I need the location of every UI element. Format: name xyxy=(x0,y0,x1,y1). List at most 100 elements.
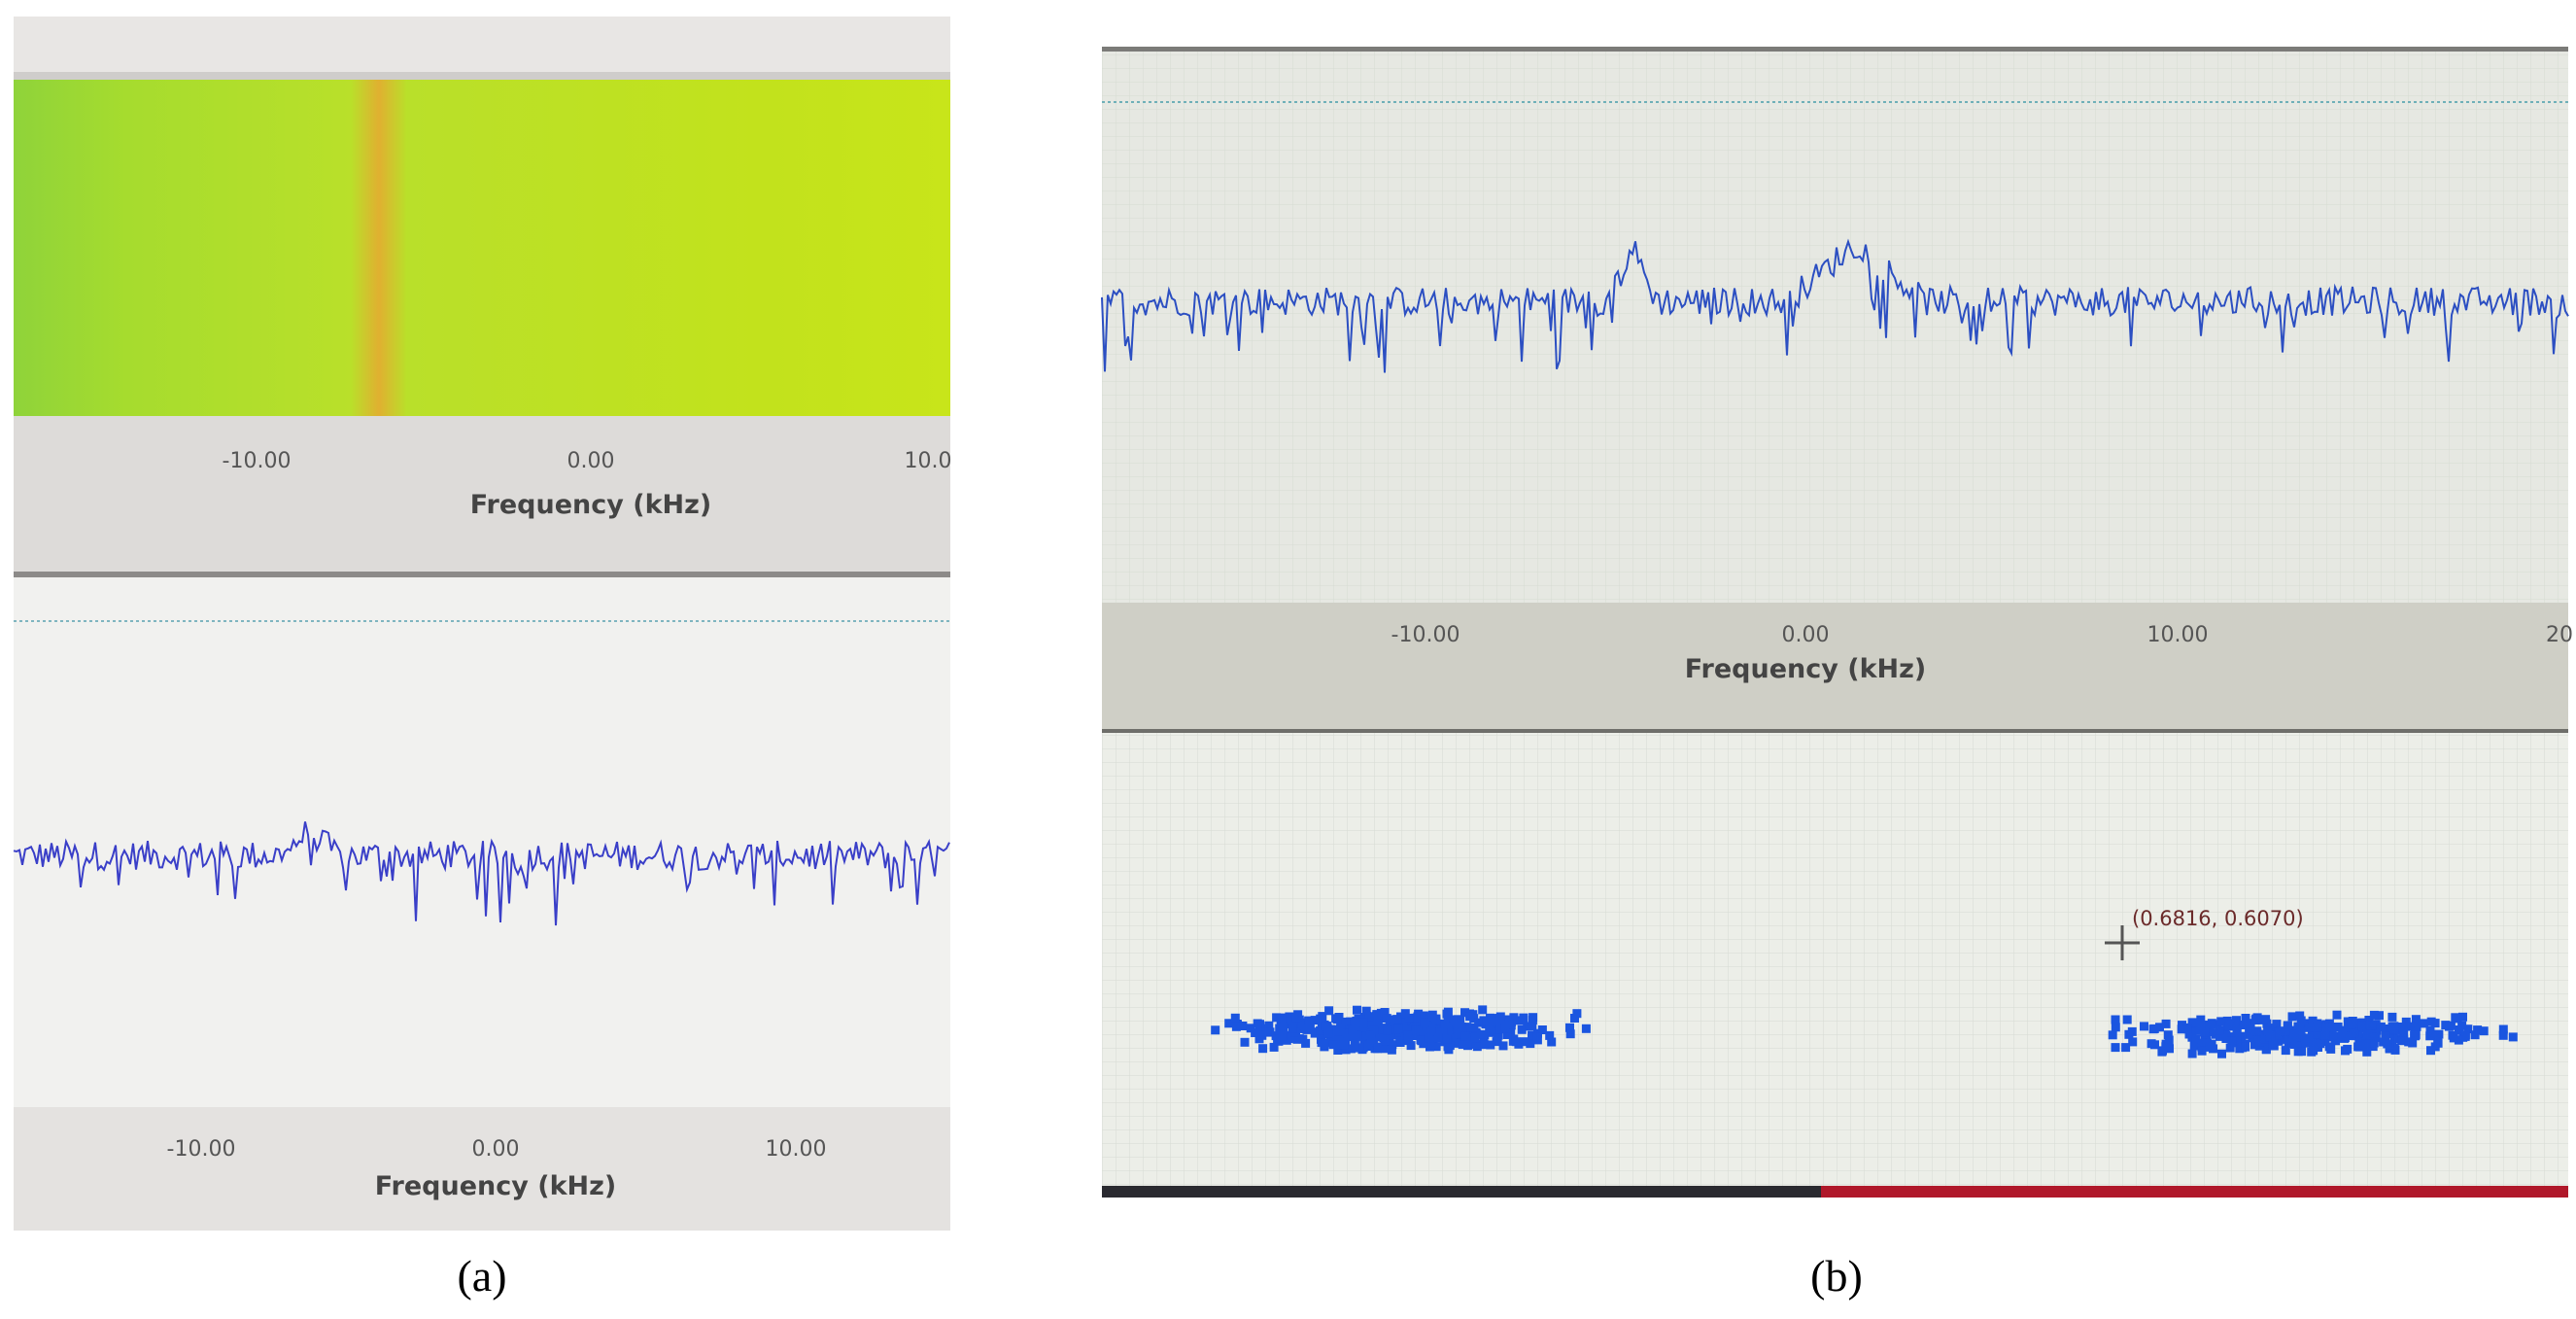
constellation-point xyxy=(2479,1026,2489,1036)
constellation-point xyxy=(2200,1032,2210,1041)
constellation-point xyxy=(1335,1034,1344,1044)
constellation-point xyxy=(2444,1022,2454,1031)
constellation-point xyxy=(2250,1040,2259,1050)
constellation-point xyxy=(1256,1024,1266,1034)
constellation-point xyxy=(1427,1010,1437,1020)
constellation-point xyxy=(1291,1013,1301,1023)
constellation-point xyxy=(1369,1025,1379,1035)
constellation-point xyxy=(1351,1043,1360,1053)
constellation-point xyxy=(2308,1034,2318,1043)
constellation-point xyxy=(1445,1041,1455,1051)
constellation-point xyxy=(1339,1040,1349,1050)
constellation-point xyxy=(1478,1005,1488,1015)
constellation-point xyxy=(2313,1023,2322,1032)
waterfall xyxy=(14,80,950,416)
constellation-point xyxy=(1273,1034,1283,1044)
tick-label: -10.00 xyxy=(167,1137,236,1162)
constellation-point xyxy=(1411,1013,1421,1023)
constellation-point xyxy=(2281,1046,2290,1056)
constellation-point xyxy=(2121,1043,2131,1053)
constellation-point xyxy=(2235,1044,2245,1054)
caption: (a) xyxy=(457,1251,506,1301)
constellation-point xyxy=(2191,1034,2201,1044)
constellation-point xyxy=(2425,1026,2435,1035)
constellation-point xyxy=(2150,1040,2159,1050)
constellation-point xyxy=(1310,1016,1320,1025)
constellation-point xyxy=(1383,1025,1392,1035)
constellation-point xyxy=(2196,1015,2206,1024)
constellation-point xyxy=(1443,1014,1453,1024)
constellation-point xyxy=(1272,1013,1282,1023)
constellation-point xyxy=(2215,1031,2224,1041)
constellation-point xyxy=(1388,1040,1397,1050)
constellation-point xyxy=(2187,1027,2197,1037)
constellation-point xyxy=(1537,1025,1547,1034)
constellation-point xyxy=(1333,1046,1343,1055)
constellation-point xyxy=(1514,1039,1524,1049)
constellation-point xyxy=(1500,1024,1510,1033)
constellation-point xyxy=(1301,1024,1311,1033)
constellation-point xyxy=(2124,1029,2134,1039)
constellation-point xyxy=(2217,1049,2226,1059)
constellation-point xyxy=(2207,1019,2216,1028)
constellation-point xyxy=(2201,1020,2211,1029)
axis-label: Frequency (kHz) xyxy=(375,1171,616,1201)
panel-a: -10.00 0.00 10.0 Frequency (kHz) -10.00 … xyxy=(13,17,951,1301)
constellation-point xyxy=(1448,1033,1458,1043)
constellation-point xyxy=(2350,1028,2359,1038)
constellation-point xyxy=(2343,1044,2353,1054)
constellation-point xyxy=(2216,1017,2226,1026)
constellation-point xyxy=(1460,1008,1469,1018)
constellation-point xyxy=(2388,1029,2397,1039)
constellation-point xyxy=(1279,1032,1288,1041)
constellation-point xyxy=(1316,1025,1325,1035)
constellation-point xyxy=(2498,1024,2508,1034)
constellation-point xyxy=(1424,1033,1433,1043)
constellation-point xyxy=(1310,1028,1320,1038)
constellation-point xyxy=(2232,1016,2241,1025)
constellation-point xyxy=(2283,1021,2292,1030)
constellation-point xyxy=(1373,1044,1383,1054)
constellation-point xyxy=(1452,1038,1461,1048)
constellation-point xyxy=(1443,1026,1453,1035)
constellation-point xyxy=(2165,1044,2174,1054)
constellation-point xyxy=(1523,1022,1532,1031)
tick-label: -10.00 xyxy=(1391,623,1460,647)
constellation-point xyxy=(1400,1009,1410,1019)
constellation-point xyxy=(2383,1039,2392,1049)
constellation-point xyxy=(1528,1030,1536,1040)
constellation-point xyxy=(2508,1032,2518,1042)
constellation-point xyxy=(1485,1023,1494,1032)
constellation-point xyxy=(2232,1025,2242,1035)
constellation-point xyxy=(2300,1033,2310,1043)
constellation-point xyxy=(1532,1032,1542,1042)
constellation-point xyxy=(2463,1024,2473,1034)
constellation-point xyxy=(2365,1021,2375,1030)
screen-texture xyxy=(1102,733,2568,1186)
constellation-point xyxy=(2375,1011,2384,1021)
constellation-point xyxy=(2232,1034,2242,1044)
constellation-point xyxy=(1240,1037,1250,1047)
constellation-point xyxy=(1426,1026,1436,1036)
constellation-point xyxy=(2397,1036,2407,1046)
constellation-point xyxy=(2473,1025,2483,1035)
constellation-point xyxy=(2420,1019,2428,1028)
cursor-label: (0.6816, 0.6070) xyxy=(2132,907,2304,930)
constellation-point xyxy=(1545,1030,1555,1040)
constellation-point xyxy=(2387,1024,2396,1034)
constellation-point xyxy=(2111,1015,2120,1024)
constellation-point xyxy=(2457,1021,2467,1030)
constellation-point xyxy=(2163,1030,2173,1040)
constellation-point xyxy=(2411,1023,2421,1031)
constellation-point xyxy=(2187,1049,2197,1059)
constellation-point xyxy=(2242,1019,2251,1028)
constellation-point xyxy=(1363,1042,1373,1051)
constellation-point xyxy=(2399,1027,2409,1037)
constellation-point xyxy=(1230,1013,1240,1023)
constellation-point xyxy=(1443,1007,1453,1017)
constellation-point xyxy=(1346,1044,1356,1054)
constellation-point xyxy=(2324,1042,2334,1052)
constellation-point xyxy=(1419,1011,1428,1021)
constellation-point xyxy=(1504,1019,1514,1027)
